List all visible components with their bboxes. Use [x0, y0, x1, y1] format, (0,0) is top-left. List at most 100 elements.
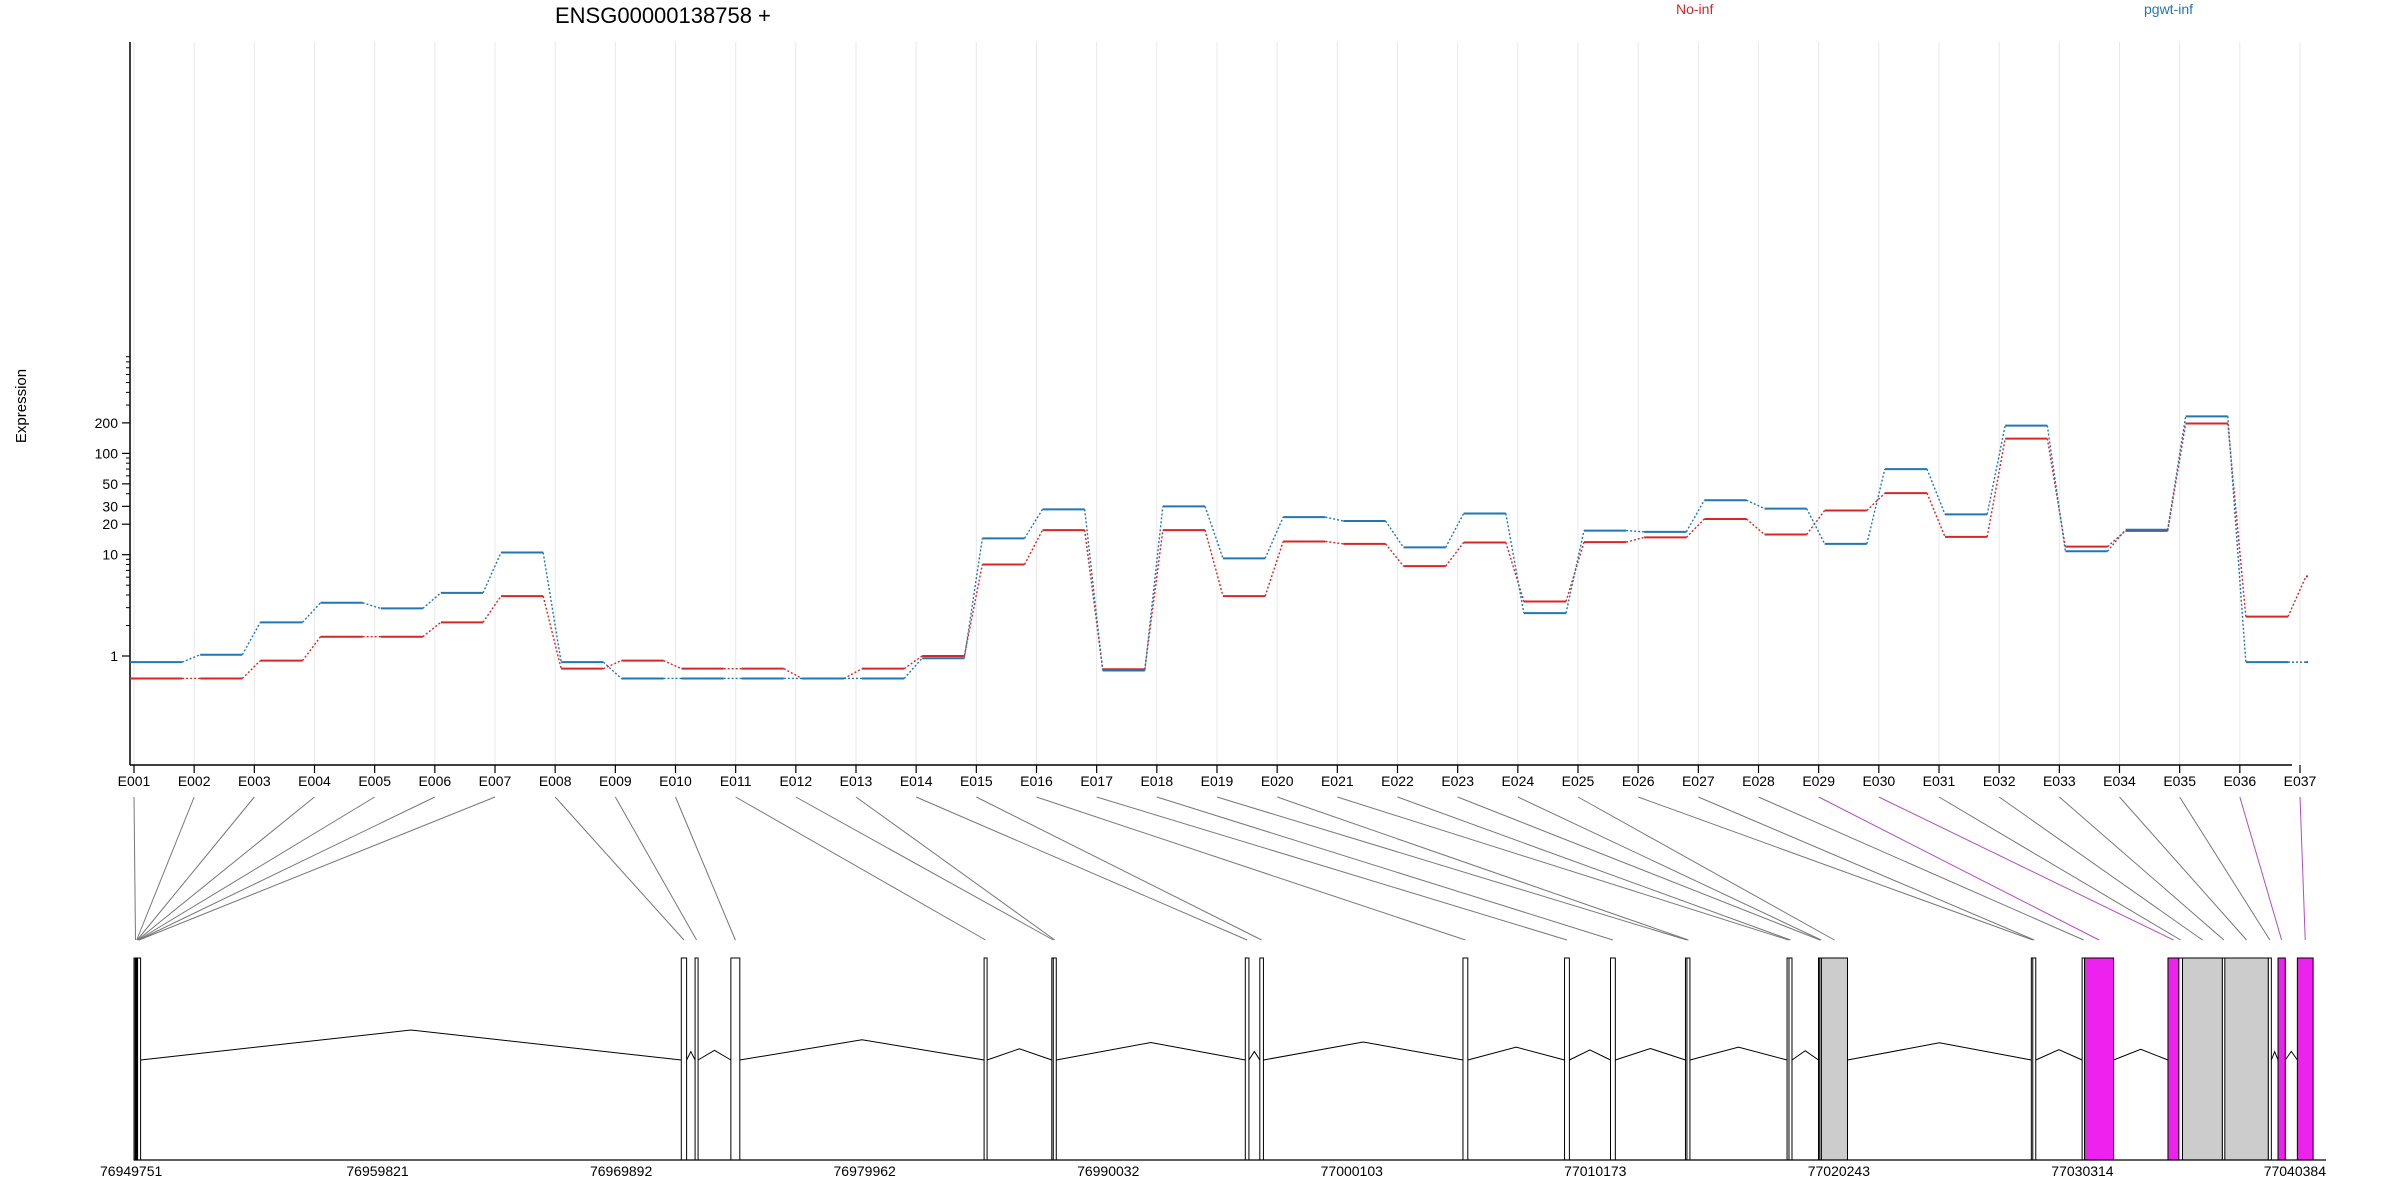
x-tick-label-e005: E005	[358, 773, 391, 789]
transition-pgwt-inf-19	[1264, 516, 1284, 559]
transition-no-inf-35	[2227, 423, 2247, 617]
transition-pgwt-inf-22	[1445, 513, 1465, 548]
exon-e030	[2167, 957, 2180, 1161]
connector-e005	[137, 796, 375, 941]
y-tick-label-200: 200	[95, 415, 119, 431]
intron-e020-e021	[1689, 1046, 1788, 1061]
intron-e029-e030	[2113, 1048, 2169, 1061]
transition-no-inf-33	[2107, 530, 2126, 548]
connector-e031	[1938, 796, 2181, 941]
exon-e008	[680, 957, 688, 1161]
connector-e019	[1216, 796, 1688, 941]
transition-no-inf-9	[663, 659, 682, 670]
y-tick-label-1: 1	[110, 648, 118, 664]
intron-e009-e010	[697, 1049, 732, 1061]
exon-e032	[2181, 957, 2223, 1161]
connector-e033	[2059, 796, 2225, 941]
exon-e017	[1564, 957, 1570, 1161]
intron-e022-e023	[1791, 1050, 1819, 1061]
coordinate-label-77010173: 77010173	[1564, 1163, 1627, 1179]
connector-e027	[1698, 796, 2035, 941]
connector-e008	[554, 796, 685, 941]
transition-pgwt-inf-5	[422, 592, 442, 609]
transition-pgwt-inf-20	[1325, 516, 1344, 522]
transition-pgwt-inf-30	[1926, 468, 1946, 515]
transition-no-inf-22	[1445, 542, 1465, 567]
exon-e010	[730, 957, 741, 1161]
transition-no-inf-11	[783, 668, 803, 680]
connector-e003	[136, 796, 255, 941]
transition-pgwt-inf-25	[1626, 529, 1645, 533]
connector-e014	[915, 796, 1248, 941]
x-tick-label-e001: E001	[118, 773, 151, 789]
y-tick-label-20: 20	[102, 516, 118, 532]
transition-pgwt-inf-7	[542, 552, 562, 663]
coordinate-label-76990032: 76990032	[1077, 1163, 1140, 1179]
transition-no-inf-17	[1144, 529, 1164, 670]
x-tick-label-e022: E022	[1381, 773, 1414, 789]
intron-e017-e018	[1569, 1049, 1611, 1061]
connector-e030	[1878, 796, 2174, 941]
intron-e035-e036	[2270, 1050, 2279, 1061]
connector-e011	[735, 796, 986, 941]
transition-pgwt-inf-1	[181, 654, 201, 663]
exon-e007	[137, 957, 142, 1161]
x-tick-label-e015: E015	[960, 773, 993, 789]
coordinate-label-77000103: 77000103	[1321, 1163, 1384, 1179]
x-tick-label-e019: E019	[1201, 773, 1234, 789]
intron-e013-e014	[1056, 1042, 1246, 1061]
series-pgwt-inf	[130, 415, 2308, 680]
y-tick-label-100: 100	[95, 445, 119, 461]
connector-e029	[1818, 796, 2100, 941]
transition-no-inf-2	[241, 660, 261, 679]
x-tick-label-e030: E030	[1862, 773, 1895, 789]
intron-e016-e017	[1467, 1046, 1565, 1061]
x-tick-label-e027: E027	[1682, 773, 1715, 789]
connector-e023	[1457, 796, 1821, 941]
x-tick-label-e034: E034	[2103, 773, 2136, 789]
x-tick-label-e028: E028	[1742, 773, 1775, 789]
transition-pgwt-inf-13	[903, 657, 923, 679]
x-tick-label-e023: E023	[1441, 773, 1474, 789]
exon-e015	[1259, 957, 1264, 1161]
transition-no-inf-8	[603, 659, 622, 670]
transition-pgwt-inf-2	[241, 621, 261, 656]
exon-e031	[2178, 957, 2183, 1161]
transition-pgwt-inf-33	[2106, 529, 2127, 552]
transition-no-inf-31	[1986, 438, 2006, 537]
transition-no-inf-25	[1625, 536, 1645, 543]
intron-e014-e015	[1248, 1050, 1261, 1061]
x-tick-label-e024: E024	[1501, 773, 1534, 789]
intron-e025-e026	[1847, 1042, 2032, 1061]
exon-e011	[983, 957, 988, 1161]
connector-e004	[137, 796, 315, 941]
legend-entry-no-inf: No-inf	[1676, 1, 1713, 17]
x-tick-label-e016: E016	[1020, 773, 1053, 789]
transition-no-inf-6	[482, 595, 502, 623]
intron-e010-e011	[739, 1039, 985, 1061]
transition-pgwt-inf-26	[1685, 499, 1705, 533]
connector-e037	[2299, 796, 2306, 941]
connector-e007	[138, 796, 496, 941]
transition-pgwt-inf-16	[1083, 509, 1104, 671]
connector-e025	[1577, 796, 1835, 941]
exon-e025	[1820, 957, 1849, 1161]
x-tick-label-e006: E006	[418, 773, 451, 789]
transition-no-inf-21	[1384, 543, 1405, 567]
connector-e020	[1277, 796, 1689, 941]
exon-e037	[2296, 957, 2314, 1161]
connector-e012	[795, 796, 1054, 941]
exon-e036	[2277, 957, 2286, 1161]
connector-e013	[855, 796, 1056, 941]
gene-model: 76949751 76959821 76969892 76979962 76990032…	[100, 957, 2326, 1179]
transition-pgwt-inf-17	[1144, 506, 1164, 671]
connector-e001	[133, 796, 136, 941]
transition-pgwt-inf-6	[482, 552, 502, 594]
coordinate-label-77020243: 77020243	[1808, 1163, 1871, 1179]
x-tick-label-e007: E007	[479, 773, 512, 789]
transition-no-inf-27	[1746, 518, 1765, 536]
series-no-inf	[130, 422, 2308, 680]
connector-e010	[675, 796, 736, 941]
x-tick-label-e032: E032	[1983, 773, 2016, 789]
